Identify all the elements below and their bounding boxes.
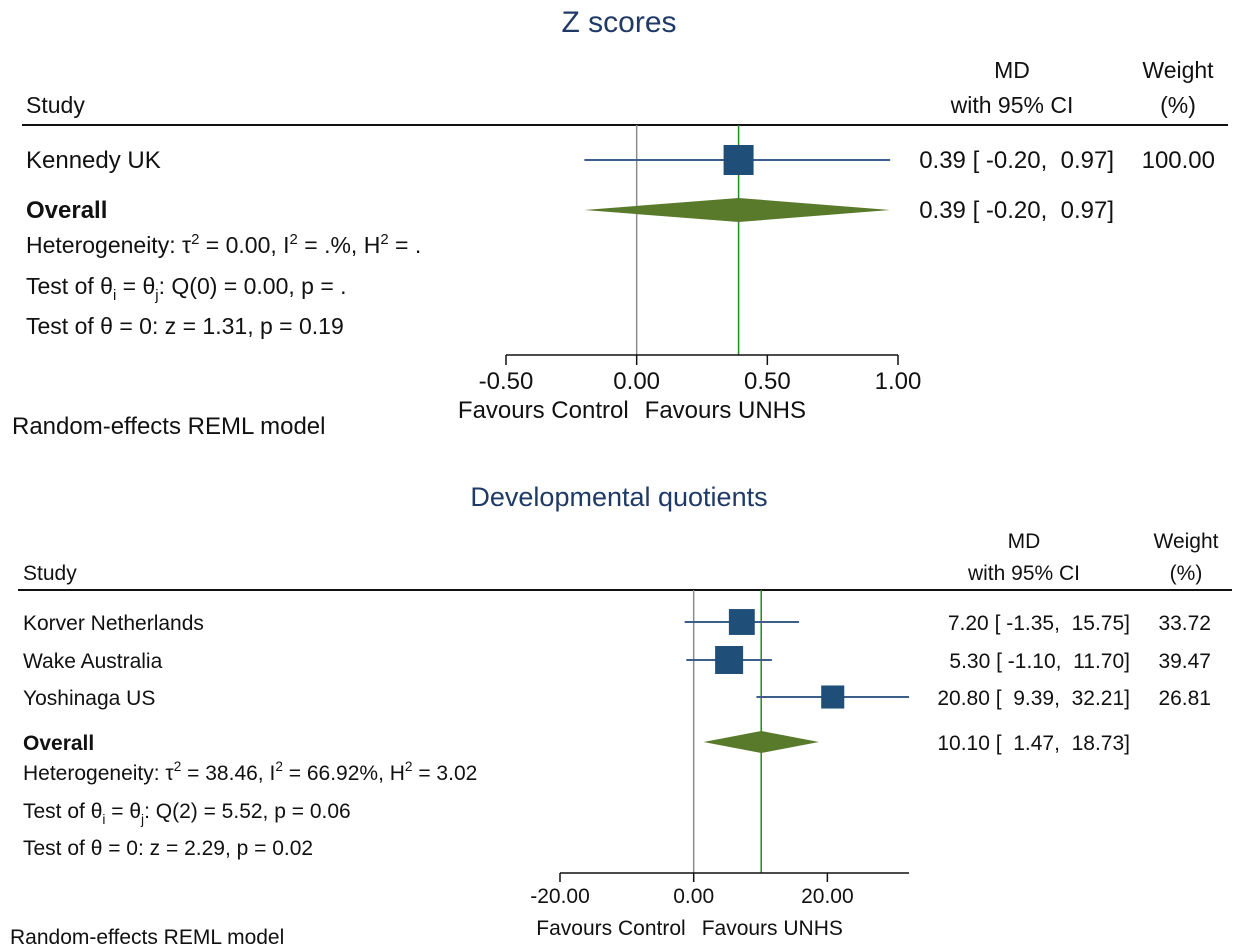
study-md-value: 20.80 [ 9.39, 32.21]: [937, 687, 1130, 710]
overall-diamond: [703, 731, 819, 753]
column-header-weight-unit: (%): [1160, 92, 1196, 118]
chart-title: Developmental quotients: [470, 482, 767, 512]
study-effect-marker: [715, 646, 744, 674]
favours-unhs-label: Favours UNHS: [645, 397, 806, 424]
column-header-md: MD: [994, 57, 1030, 83]
study-md-value: 5.30 [ -1.10, 11.70]: [949, 650, 1130, 673]
column-header-weight: Weight: [1154, 530, 1219, 553]
study-md-value: 0.39 [ -0.20, 0.97]: [919, 147, 1114, 174]
x-axis-tick-label: -0.50: [479, 368, 534, 395]
overall-md-value: 10.10 [ 1.47, 18.73]: [937, 732, 1130, 755]
column-header-md: MD: [1008, 530, 1041, 553]
favours-control-label: Favours Control: [458, 397, 629, 424]
study-weight-value: 26.81: [1158, 687, 1211, 710]
x-axis-tick-label: 0.50: [744, 368, 791, 395]
overall-label: Overall: [23, 732, 94, 755]
column-header-study: Study: [26, 92, 85, 118]
overall-effect-test: Test of θ = 0: z = 2.29, p = 0.02: [23, 837, 313, 860]
study-weight-value: 39.47: [1158, 650, 1211, 673]
model-note: Random-effects REML model: [10, 926, 284, 949]
study-weight-value: 33.72: [1158, 612, 1211, 635]
column-header-ci: with 95% CI: [950, 92, 1074, 118]
column-header-study: Study: [23, 562, 77, 585]
x-axis-tick-label: 1.00: [875, 368, 922, 395]
chart-title: Z scores: [561, 6, 676, 39]
favours-unhs-label: Favours UNHS: [702, 917, 843, 940]
column-header-ci: with 95% CI: [967, 562, 1080, 585]
study-effect-marker: [723, 145, 754, 175]
model-note: Random-effects REML model: [12, 413, 325, 440]
study-label: Korver Netherlands: [23, 612, 204, 635]
x-axis-tick-label: 20.00: [801, 885, 854, 908]
heterogeneity-stats: Heterogeneity: τ2 = 0.00, I2 = .%, H2 = …: [26, 231, 421, 258]
overall-label: Overall: [26, 197, 107, 224]
study-label: Wake Australia: [23, 650, 163, 673]
x-axis-tick-label: 0.00: [673, 885, 714, 908]
overall-md-value: 0.39 [ -0.20, 0.97]: [919, 197, 1114, 224]
x-axis-tick-label: -20.00: [530, 885, 590, 908]
heterogeneity-stats: Heterogeneity: τ2 = 38.46, I2 = 66.92%, …: [23, 759, 477, 785]
study-effect-marker: [728, 609, 755, 635]
column-header-weight: Weight: [1142, 57, 1214, 83]
overall-diamond: [584, 198, 891, 222]
study-md-value: 7.20 [ -1.35, 15.75]: [948, 612, 1130, 635]
favours-control-label: Favours Control: [536, 917, 685, 940]
study-label: Kennedy UK: [26, 147, 161, 174]
column-header-weight-unit: (%): [1170, 562, 1203, 585]
study-effect-marker: [821, 685, 845, 709]
study-label: Yoshinaga US: [23, 687, 155, 710]
homogeneity-test: Test of θi = θj: Q(2) = 5.52, p = 0.06: [23, 800, 351, 827]
x-axis-tick-label: 0.00: [613, 368, 660, 395]
homogeneity-test: Test of θi = θj: Q(0) = 0.00, p = .: [26, 273, 347, 304]
overall-effect-test: Test of θ = 0: z = 1.31, p = 0.19: [26, 313, 344, 339]
study-weight-value: 100.00: [1142, 147, 1215, 174]
